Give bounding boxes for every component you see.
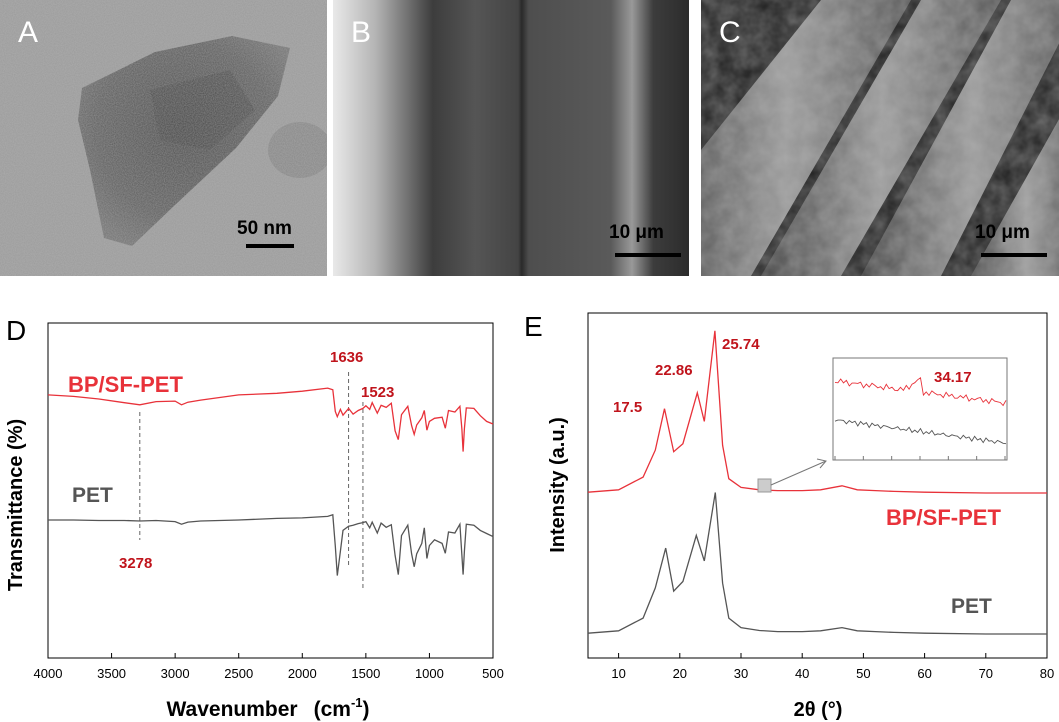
xrd-peak-label: 25.74	[722, 336, 760, 353]
ftir-x-axis-unit-close: )	[363, 698, 370, 721]
ftir-series-label-bp-sf-pet: BP/SF-PET	[68, 372, 183, 397]
panel-letter-d: D	[6, 315, 26, 346]
ftir-x-axis-unit: (cm	[314, 698, 351, 721]
scale-bar-a	[246, 244, 294, 248]
xrd-y-axis-label: Intensity (a.u.)	[547, 417, 569, 553]
xrd-x-tick-label: 40	[795, 666, 809, 681]
xrd-x-tick-label: 20	[673, 666, 687, 681]
xrd-x-tick-label: 30	[734, 666, 748, 681]
ftir-x-tick-label: 3500	[97, 666, 126, 681]
ftir-series-line	[47, 387, 494, 452]
ftir-x-tick-label: 1000	[415, 666, 444, 681]
xrd-plot-frame	[587, 312, 1048, 659]
xrd-series-line	[587, 330, 1047, 494]
xrd-peak-label: 17.5	[613, 399, 642, 416]
xrd-series-label-bp-sf-pet: BP/SF-PET	[886, 505, 1001, 530]
inset-pointer-arrowhead	[816, 458, 827, 469]
xrd-x-tick-label: 80	[1040, 666, 1054, 681]
panel-letter-e: E	[524, 311, 543, 342]
inset-zoom-region	[757, 478, 772, 493]
tem-micrograph-a: A 50 nm	[0, 0, 327, 276]
sem-micrograph-c: C 10 μm	[701, 0, 1059, 276]
scale-bar-label-c: 10 μm	[975, 222, 1030, 243]
ftir-x-axis-unit-sup: -1	[351, 695, 363, 710]
inset-series-pet	[834, 419, 1007, 445]
scale-bar-label-a: 50 nm	[237, 218, 292, 239]
ftir-x-tick-label: 2000	[288, 666, 317, 681]
ftir-annotation-label: 1523	[361, 384, 394, 401]
inset-series-bp-sf-pet	[834, 377, 1007, 407]
xrd-x-tick-label: 60	[917, 666, 931, 681]
sem-image-b	[333, 0, 689, 276]
ftir-plot-frame	[47, 322, 494, 659]
ftir-annotation-label: 3278	[119, 555, 152, 572]
xrd-series-label-pet: PET	[951, 595, 992, 618]
inset-pointer-arrow	[770, 460, 827, 486]
ftir-series-line	[48, 513, 494, 576]
inset-frame	[832, 357, 1008, 461]
ftir-x-tick-label: 3000	[161, 666, 190, 681]
ftir-chart: D 4000 3500 3000 2500 2000 1500 1000 500 1636 15…	[5, 315, 504, 721]
scale-bar-c	[981, 253, 1047, 257]
sem-micrograph-b: B 10 μm	[333, 0, 689, 276]
ftir-series-label-pet: PET	[72, 484, 113, 507]
xrd-x-tick-label: 70	[979, 666, 993, 681]
inset-peak-label: 34.17	[934, 369, 972, 386]
ftir-x-tick-label: 500	[482, 666, 504, 681]
panel-letter-c: C	[719, 16, 741, 49]
ftir-y-axis-label: Transmittance (%)	[5, 419, 27, 591]
ftir-x-tick-label: 1500	[351, 666, 380, 681]
xrd-x-axis-label: 2θ (°)	[794, 699, 843, 721]
scale-bar-b	[615, 253, 681, 257]
panel-letter-b: B	[351, 16, 372, 49]
xrd-peak-label: 22.86	[655, 362, 693, 379]
tem-image	[0, 0, 327, 276]
xrd-inset: 34.17	[832, 357, 1008, 461]
xrd-series-line	[587, 492, 1047, 635]
ftir-x-axis-label: Wavenumber (cm-1)	[166, 695, 369, 721]
scale-bar-label-b: 10 μm	[609, 222, 664, 243]
xrd-x-tick-label: 10	[611, 666, 625, 681]
ftir-x-tick-label: 2500	[224, 666, 253, 681]
panel-letter-a: A	[18, 16, 39, 49]
sem-image-c	[701, 0, 1059, 276]
xrd-x-tick-label: 50	[856, 666, 870, 681]
ftir-x-tick-label: 4000	[34, 666, 63, 681]
ftir-annotation-label: 1636	[330, 349, 363, 366]
ftir-x-axis-title: Wavenumber	[166, 698, 297, 721]
